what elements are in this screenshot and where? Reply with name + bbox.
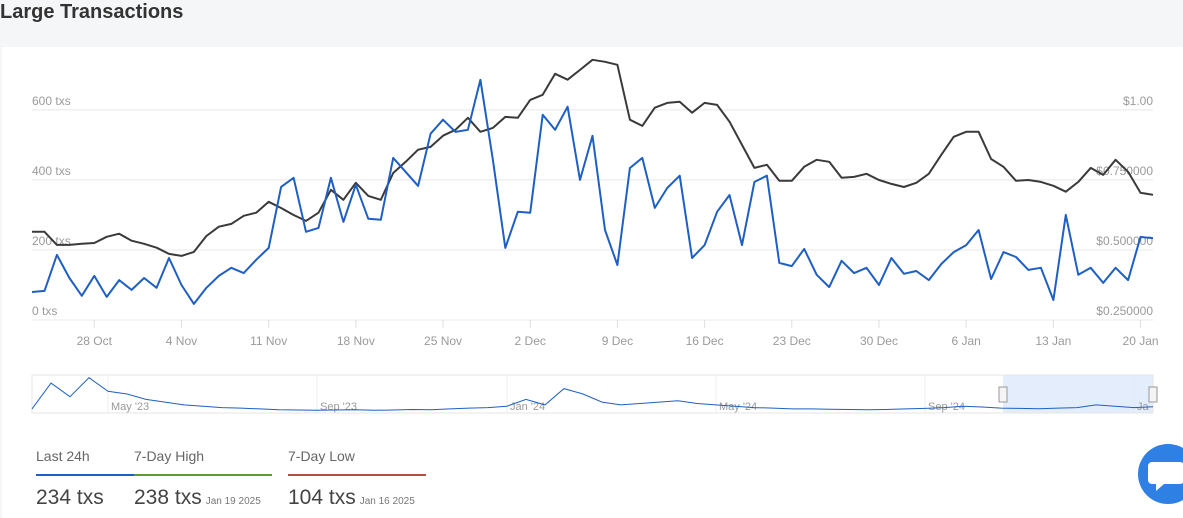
y-tick-label: 600 txs [32, 94, 71, 108]
x-tick-label: 23 Dec [773, 334, 811, 348]
x-tick-label: 25 Nov [424, 334, 462, 348]
y2-tick-label: $0.250000 [1096, 304, 1153, 318]
x-tick-label: 4 Nov [166, 334, 197, 348]
y2-tick-label: $0.500000 [1096, 234, 1153, 248]
stat-value-row: 104 txs Jan 16 2025 [288, 486, 426, 510]
stat-value: 234 txs [36, 486, 104, 509]
x-tick-label: 30 Dec [860, 334, 898, 348]
stat-label: 7-Day Low [288, 448, 355, 464]
stat-label: Last 24h [36, 448, 90, 464]
navigator-label: Sep '24 [928, 401, 965, 413]
stat-value: 104 txs [288, 486, 356, 509]
y-tick-label: 200 txs [32, 234, 71, 248]
x-tick-label: 6 Jan [951, 334, 980, 348]
stat: 7-Day High 238 txs Jan 19 2025 [134, 448, 272, 510]
stat-underline [36, 474, 174, 476]
stat-date: Jan 19 2025 [205, 496, 261, 507]
navigator-label: Jan '24 [510, 401, 545, 413]
navigator-handle[interactable] [1148, 386, 1158, 403]
stat-value: 238 txs [134, 486, 202, 509]
card [2, 47, 1183, 518]
y2-tick-label: $0.750000 [1096, 164, 1153, 178]
navigator-line [31, 377, 1154, 411]
x-tick-label: 13 Jan [1035, 334, 1071, 348]
y-tick-label: 400 txs [32, 164, 71, 178]
x-tick-label: 16 Dec [686, 334, 724, 348]
navigator-label: Sep '23 [320, 401, 357, 413]
x-tick-label: 20 Jan [1123, 334, 1159, 348]
data-line [31, 78, 1154, 305]
x-tick-label: 2 Dec [515, 334, 546, 348]
stat-date: Jan 16 2025 [359, 496, 415, 507]
title: Large Transactions [0, 1, 184, 23]
y2-tick-label: $1.00 [1123, 94, 1153, 108]
x-tick-label: 28 Oct [77, 334, 113, 348]
stat: Last 24h 234 txs [36, 448, 174, 510]
x-tick-label: 9 Dec [602, 334, 633, 348]
stat-label: 7-Day High [134, 448, 205, 464]
y-tick-label: 0 txs [32, 304, 57, 318]
navigator-label: May '23 [111, 401, 149, 413]
stat-underline [134, 474, 272, 476]
stat-underline [288, 474, 426, 476]
stat: 7-Day Low 104 txs Jan 16 2025 [288, 448, 426, 510]
chat-icon [1148, 462, 1183, 491]
stat-value-row: 234 txs [36, 486, 174, 510]
x-tick-label: 11 Nov [250, 334, 287, 348]
stat-value-row: 238 txs Jan 19 2025 [134, 486, 272, 510]
navigator-handle[interactable] [998, 386, 1008, 403]
data-line [32, 58, 1154, 257]
x-tick-label: 18 Nov [337, 334, 375, 348]
